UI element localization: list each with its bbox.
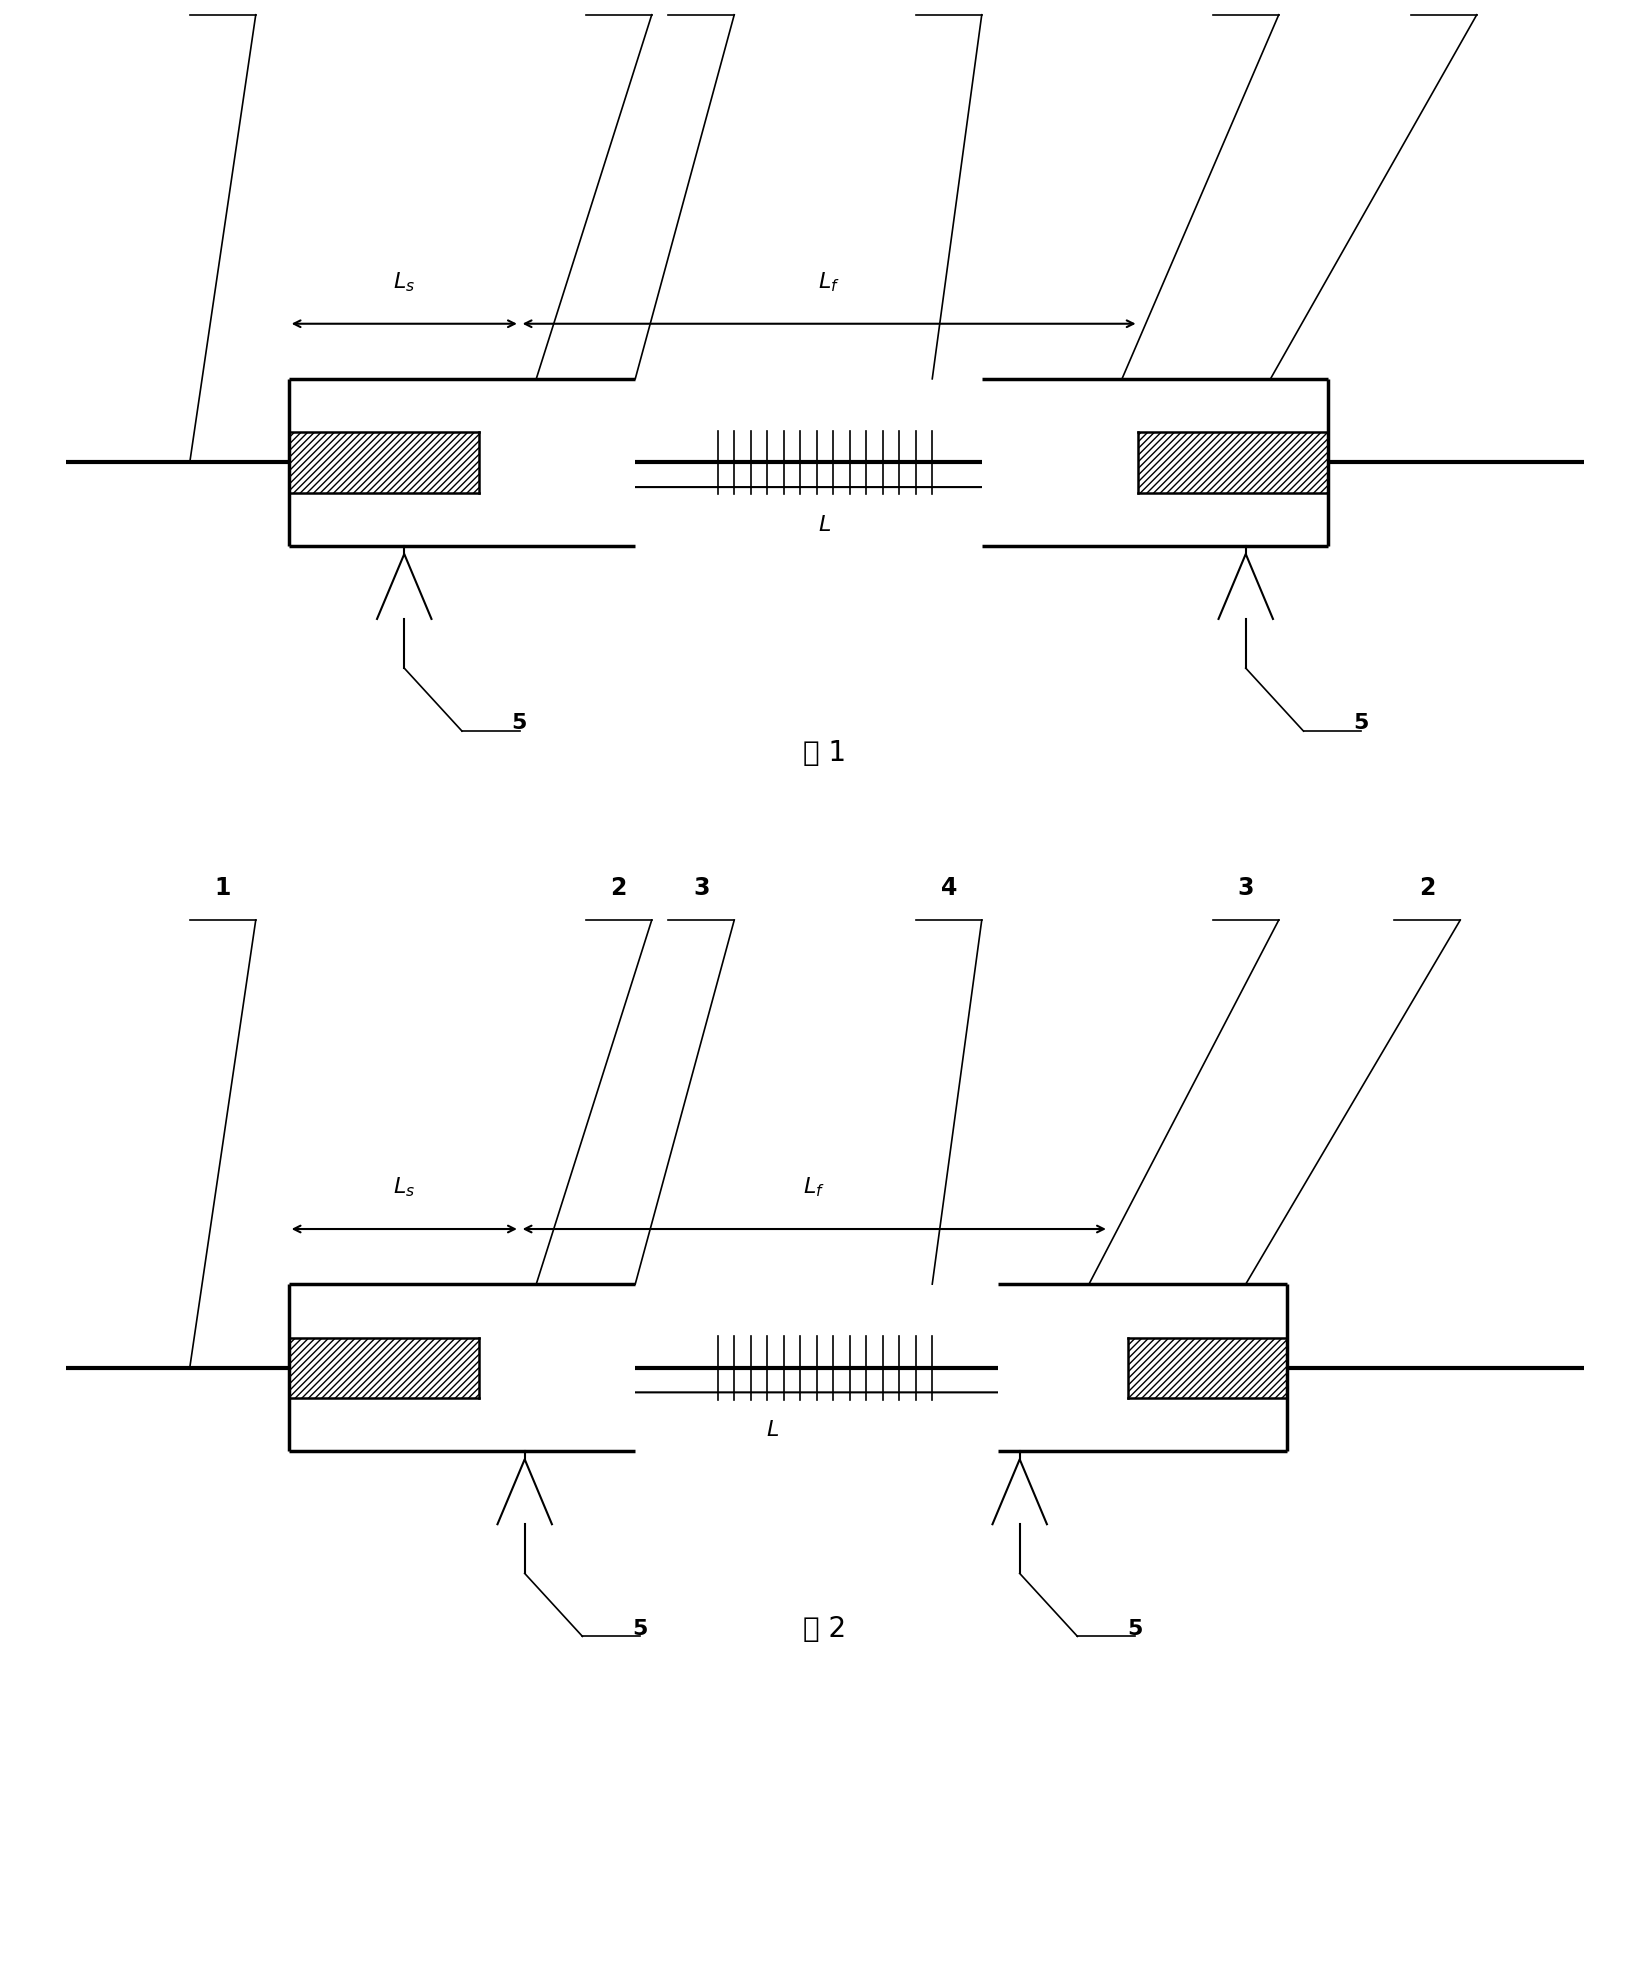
- Text: 4: 4: [940, 876, 957, 901]
- Bar: [982, 492, 1138, 545]
- Bar: [982, 378, 1138, 433]
- Text: 3: 3: [1238, 876, 1254, 901]
- Text: $L_s$: $L_s$: [393, 1177, 416, 1199]
- Bar: [289, 1338, 478, 1397]
- Text: $L$: $L$: [818, 514, 832, 535]
- Bar: [1138, 433, 1328, 492]
- Text: 5: 5: [512, 712, 526, 734]
- Text: 2: 2: [1419, 876, 1436, 901]
- Text: 图 1: 图 1: [804, 738, 846, 768]
- Bar: [982, 433, 1138, 492]
- Bar: [478, 433, 635, 492]
- Bar: [998, 1338, 1129, 1397]
- Bar: [478, 492, 635, 545]
- Text: 2: 2: [610, 876, 627, 901]
- Text: 图 2: 图 2: [804, 1614, 846, 1643]
- Text: 1: 1: [214, 876, 231, 901]
- Bar: [478, 378, 635, 433]
- Bar: [289, 433, 478, 492]
- Text: 5: 5: [1127, 1618, 1142, 1639]
- Text: 5: 5: [1353, 712, 1368, 734]
- Text: $L$: $L$: [766, 1421, 779, 1441]
- Bar: [998, 1283, 1129, 1338]
- Text: 3: 3: [693, 876, 710, 901]
- Text: $L_f$: $L_f$: [804, 1177, 825, 1199]
- Text: $L_f$: $L_f$: [818, 272, 840, 293]
- Bar: [478, 1338, 635, 1397]
- Bar: [998, 1397, 1129, 1450]
- Bar: [1129, 1338, 1287, 1397]
- Text: 5: 5: [632, 1618, 647, 1639]
- Bar: [478, 1397, 635, 1450]
- Text: $L_s$: $L_s$: [393, 272, 416, 293]
- Bar: [478, 1283, 635, 1338]
